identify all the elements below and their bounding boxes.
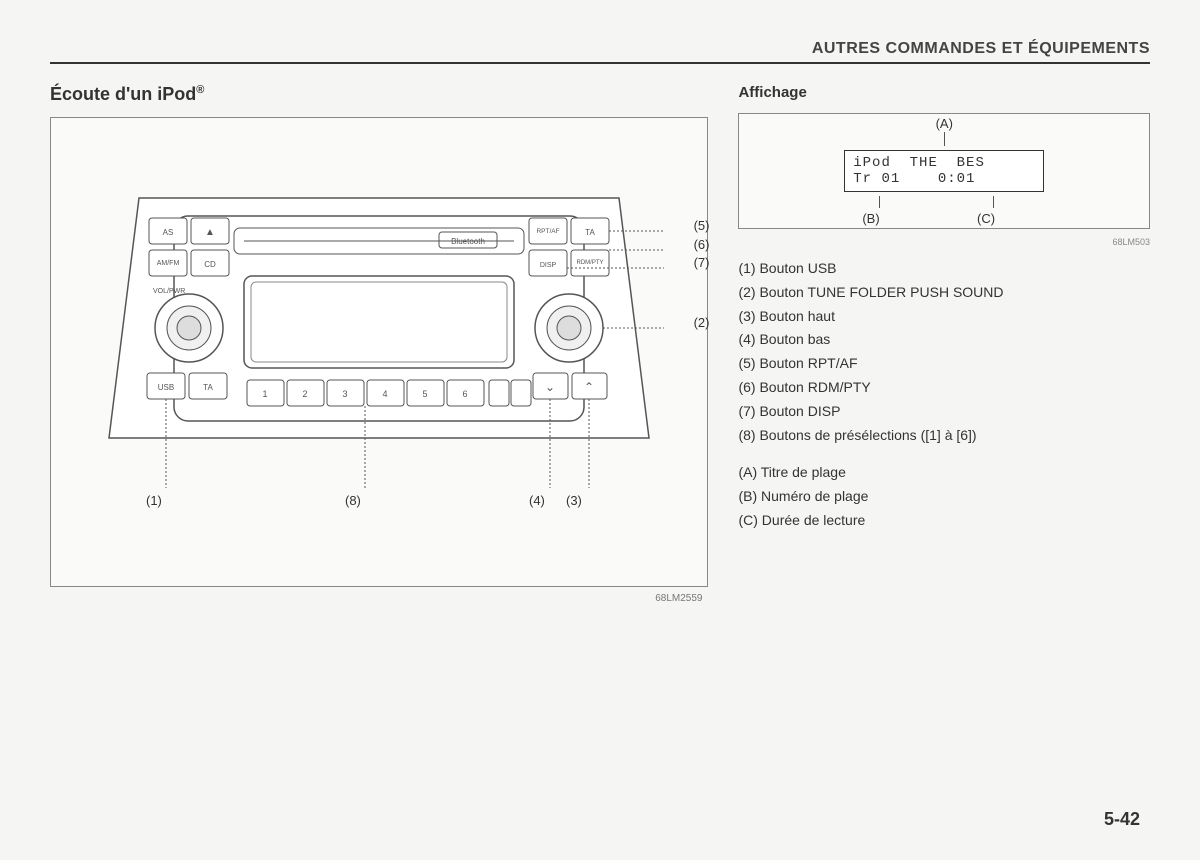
right-column: Affichage (A) iPod THE BES Tr 01 0:01 (B… xyxy=(738,84,1150,587)
svg-text:5: 5 xyxy=(423,389,428,399)
section-title: Écoute d'un iPod® xyxy=(50,84,708,105)
lcd-line2: Tr 01 0:01 xyxy=(853,171,1035,187)
legend-item: (1) Bouton USB xyxy=(738,257,1150,281)
legend-item: (6) Bouton RDM/PTY xyxy=(738,376,1150,400)
legend-item: (3) Bouton haut xyxy=(738,305,1150,329)
left-column: Écoute d'un iPod® Bluetooth xyxy=(50,84,708,587)
label-b: (B) xyxy=(862,211,879,226)
svg-text:3: 3 xyxy=(343,389,348,399)
section-title-text: Écoute d'un iPod xyxy=(50,84,196,104)
svg-text:2: 2 xyxy=(303,389,308,399)
legend-item: (4) Bouton bas xyxy=(738,328,1150,352)
svg-text:RDM/PTY: RDM/PTY xyxy=(577,260,604,266)
page-header: AUTRES COMMANDES ET ÉQUIPEMENTS xyxy=(50,40,1150,64)
svg-text:6: 6 xyxy=(463,389,468,399)
figure-code-display: 68LM503 xyxy=(738,237,1150,247)
legend-item: (2) Bouton TUNE FOLDER PUSH SOUND xyxy=(738,281,1150,305)
svg-text:1: 1 xyxy=(263,389,268,399)
figure-code-main: 68LM2559 xyxy=(655,593,702,604)
svg-text:DISP: DISP xyxy=(540,262,557,269)
svg-text:4: 4 xyxy=(383,389,388,399)
legend-item: (8) Boutons de présélections ([1] à [6]) xyxy=(738,424,1150,448)
radio-diagram-svg: Bluetooth AS ▲ AM/FM CD xyxy=(79,158,679,538)
svg-text:⌄: ⌄ xyxy=(545,380,555,394)
svg-text:TA: TA xyxy=(585,228,595,237)
callout-2: (2) xyxy=(694,315,710,330)
label-a: (A) xyxy=(936,116,953,131)
legend-item: (5) Bouton RPT/AF xyxy=(738,352,1150,376)
lcd-line1: iPod THE BES xyxy=(853,155,1035,171)
page-number: 5-42 xyxy=(1104,809,1140,830)
svg-text:RPT/AF: RPT/AF xyxy=(537,228,560,235)
svg-text:USB: USB xyxy=(158,383,174,392)
callout-6: (6) xyxy=(694,237,710,252)
callout-3: (3) xyxy=(566,493,582,508)
label-c: (C) xyxy=(977,211,995,226)
display-diagram-box: (A) iPod THE BES Tr 01 0:01 (B) (C) xyxy=(738,113,1150,229)
legend-numbers: (1) Bouton USB (2) Bouton TUNE FOLDER PU… xyxy=(738,257,1150,447)
svg-text:⌃: ⌃ xyxy=(584,380,594,394)
brand-label: Bluetooth xyxy=(451,237,485,246)
legend-item: (A) Titre de plage xyxy=(738,461,1150,485)
callout-7: (7) xyxy=(694,255,710,270)
legend-item: (7) Bouton DISP xyxy=(738,400,1150,424)
callout-5: (5) xyxy=(694,218,710,233)
svg-text:▲: ▲ xyxy=(205,227,215,238)
callout-1: (1) xyxy=(146,493,162,508)
radio-diagram-box: Bluetooth AS ▲ AM/FM CD xyxy=(50,117,708,587)
svg-text:AM/FM: AM/FM xyxy=(157,260,180,267)
legend-item: (B) Numéro de plage xyxy=(738,485,1150,509)
content-columns: Écoute d'un iPod® Bluetooth xyxy=(50,84,1150,587)
callout-8: (8) xyxy=(345,493,361,508)
affichage-title: Affichage xyxy=(738,84,1150,101)
lcd-display: iPod THE BES Tr 01 0:01 xyxy=(844,150,1044,192)
callout-4: (4) xyxy=(529,493,545,508)
svg-text:TA: TA xyxy=(203,383,213,392)
legend-item: (C) Durée de lecture xyxy=(738,509,1150,533)
svg-text:AS: AS xyxy=(163,228,174,237)
legend-letters: (A) Titre de plage (B) Numéro de plage (… xyxy=(738,461,1150,532)
svg-text:CD: CD xyxy=(204,260,216,269)
legend: (1) Bouton USB (2) Bouton TUNE FOLDER PU… xyxy=(738,257,1150,533)
registered-mark: ® xyxy=(196,84,204,96)
svg-text:VOL/PWR: VOL/PWR xyxy=(153,288,185,295)
